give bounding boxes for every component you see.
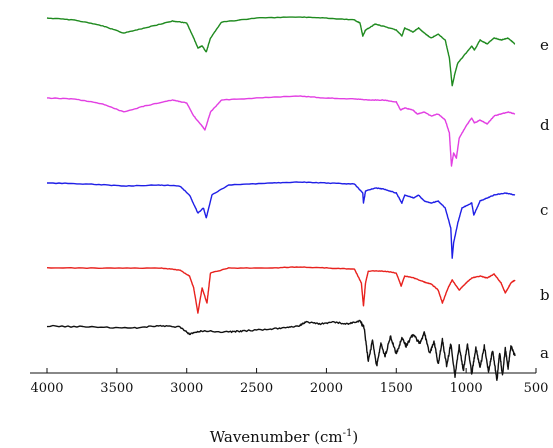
series-line-b <box>46 266 516 314</box>
x-tick-label-4000: 4000 <box>30 381 63 396</box>
series-line-e <box>46 16 516 87</box>
x-ticks: 4000 3500 3000 2500 2000 1500 1000 500 <box>30 368 548 396</box>
series-label-e: e <box>540 36 549 54</box>
x-tick-label-3500: 3500 <box>100 381 133 396</box>
x-tick-label-500: 500 <box>524 381 549 396</box>
x-tick-label-2000: 2000 <box>310 381 343 396</box>
series-line-c <box>47 181 516 259</box>
x-axis-title-close: ) <box>352 428 358 446</box>
series-line-d <box>47 95 516 167</box>
x-axis-title-main: Wavenumber (cm <box>210 428 343 446</box>
series-label-a: a <box>540 344 549 362</box>
series-label-c: c <box>540 201 548 219</box>
x-axis-title: Wavenumber (cm-1) <box>210 428 358 446</box>
x-tick-label-1500: 1500 <box>380 381 413 396</box>
series-line-a <box>46 319 516 381</box>
series-label-d: d <box>540 116 550 134</box>
x-tick-label-3000: 3000 <box>170 381 203 396</box>
series-labels: a b c d e <box>540 36 550 362</box>
series-layer <box>46 16 516 381</box>
x-tick-label-2500: 2500 <box>240 381 273 396</box>
x-tick-label-1000: 1000 <box>450 381 483 396</box>
series-label-b: b <box>540 286 550 304</box>
x-axis-title-sup: -1 <box>343 428 353 439</box>
